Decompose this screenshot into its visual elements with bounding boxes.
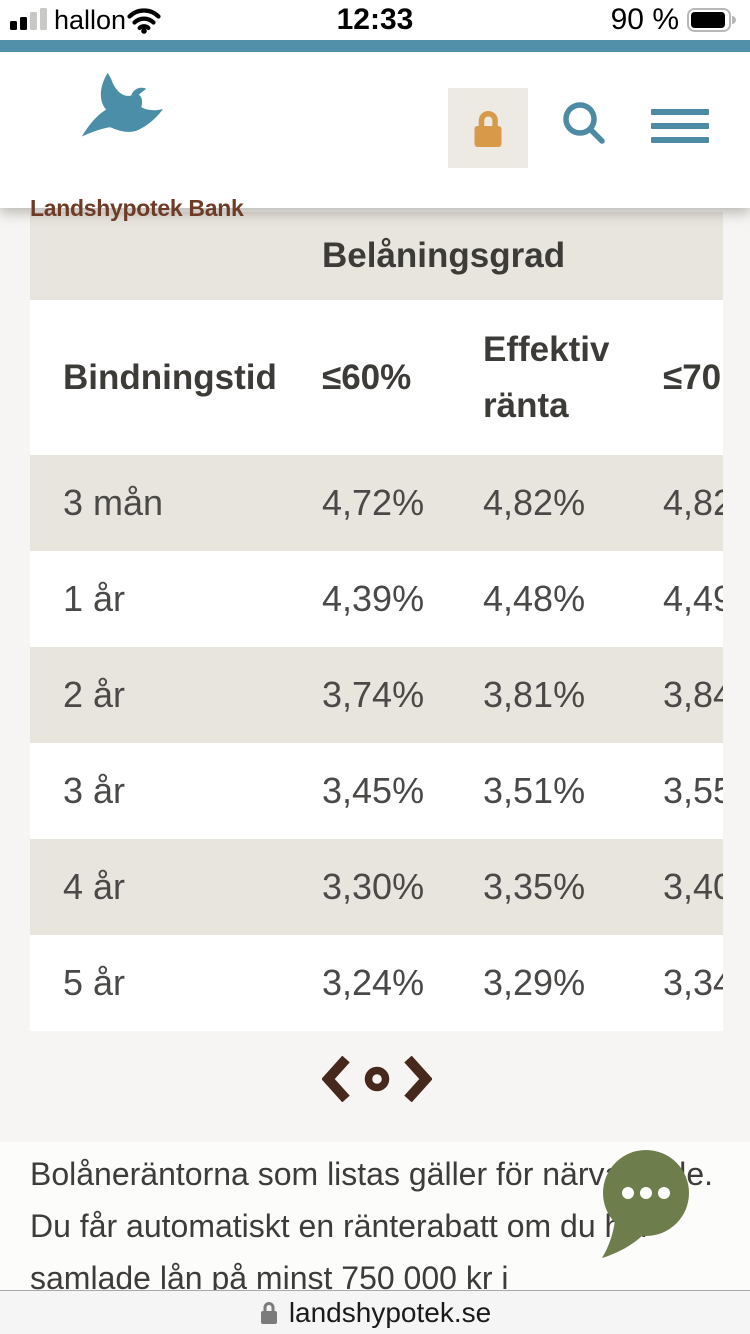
search-icon xyxy=(563,102,605,144)
wifi-icon xyxy=(127,8,161,34)
login-lock-button[interactable] xyxy=(448,88,528,168)
table-row: 3 mån 4,72% 4,82% 4,82 xyxy=(30,455,723,551)
address-bar-domain: landshypotek.se xyxy=(288,1296,492,1328)
battery-group: 90 % xyxy=(611,0,736,40)
cell-ltv60: 3,30% xyxy=(322,866,425,907)
cell-effective: 3,81% xyxy=(483,674,586,715)
page-content: Belåningsgrad Bindningstid ≤60% Effektiv… xyxy=(0,208,750,1296)
table-carousel-nav xyxy=(30,1056,723,1102)
goose-logo-icon xyxy=(81,72,164,137)
table-row: 1 år 4,39% 4,48% 4,49 xyxy=(30,551,723,647)
table-row: 5 år 3,24% 3,29% 3,34 xyxy=(30,935,723,1031)
brand-wordmark: Landshypotek Bank xyxy=(30,195,244,221)
page-accent-strip xyxy=(0,40,750,52)
cell-ltv70: 3,34 xyxy=(663,962,723,1003)
cell-ltv70: 4,49 xyxy=(663,578,723,619)
hamburger-menu-icon xyxy=(651,109,709,115)
table-row: 2 år 3,74% 3,81% 3,84 xyxy=(30,647,723,743)
secure-lock-icon xyxy=(260,1301,277,1324)
column-header-term: Bindningstid xyxy=(63,357,277,397)
brand-logo[interactable]: Landshypotek Bank xyxy=(30,62,250,221)
group-header-label: Belåningsgrad xyxy=(322,236,566,275)
chat-bubble-icon xyxy=(602,1150,689,1258)
column-header-effective: Effektiv ränta xyxy=(483,329,610,425)
status-time: 12:33 xyxy=(336,3,414,36)
cell-effective: 4,82% xyxy=(483,482,586,523)
cell-ltv60: 3,45% xyxy=(322,770,425,811)
cell-ltv60: 3,24% xyxy=(322,962,425,1003)
table-group-header-row: Belåningsgrad xyxy=(30,212,723,300)
info-paragraph: Bolåneräntorna som listas gäller för när… xyxy=(30,1156,714,1296)
column-header-ltv60: ≤60% xyxy=(322,357,412,397)
signal-bars-icon xyxy=(10,8,47,30)
cell-term: 2 år xyxy=(63,674,126,715)
carousel-prev-button[interactable] xyxy=(321,1056,350,1102)
cell-ltv70: 4,82 xyxy=(663,482,723,523)
cell-ltv70: 3,40 xyxy=(663,866,723,907)
dot-ring-icon xyxy=(364,1066,389,1092)
cell-ltv70: 3,84 xyxy=(663,674,723,715)
lock-icon xyxy=(474,110,502,147)
cell-term: 3 år xyxy=(63,770,126,811)
cell-effective: 3,51% xyxy=(483,770,586,811)
status-bar: hallon 12:33 90 % xyxy=(0,0,750,40)
battery-icon xyxy=(687,8,736,32)
cell-effective: 3,29% xyxy=(483,962,586,1003)
rates-table: Belåningsgrad Bindningstid ≤60% Effektiv… xyxy=(30,212,723,1031)
cell-ltv60: 3,74% xyxy=(322,674,425,715)
table-row: 4 år 3,30% 3,35% 3,40 xyxy=(30,839,723,935)
column-header-ltv70: ≤70 xyxy=(663,357,722,397)
search-button[interactable] xyxy=(561,100,607,146)
cell-term: 4 år xyxy=(63,866,126,907)
carrier-label: hallon xyxy=(54,5,127,35)
cell-term: 3 mån xyxy=(63,482,164,523)
chat-widget-button[interactable] xyxy=(599,1148,699,1262)
cell-term: 1 år xyxy=(63,578,126,619)
site-header: Landshypotek Bank xyxy=(0,52,750,221)
cell-ltv60: 4,72% xyxy=(322,482,425,523)
info-paragraph-band: Bolåneräntorna som listas gäller för när… xyxy=(0,1142,750,1296)
carousel-next-button[interactable] xyxy=(403,1056,432,1102)
chevron-left-icon xyxy=(321,1056,350,1102)
browser-address-bar[interactable]: landshypotek.se xyxy=(0,1290,750,1334)
chevron-right-icon xyxy=(403,1056,432,1102)
hamburger-menu-button[interactable] xyxy=(651,109,709,143)
cell-effective: 4,48% xyxy=(483,578,586,619)
table-column-header-row: Bindningstid ≤60% Effektiv ränta ≤70 xyxy=(30,300,723,455)
cell-ltv70: 3,55 xyxy=(663,770,723,811)
battery-percent-label: 90 % xyxy=(610,3,679,36)
cell-effective: 3,35% xyxy=(483,866,586,907)
carousel-dot-current[interactable] xyxy=(364,1066,390,1092)
table-row: 3 år 3,45% 3,51% 3,55 xyxy=(30,743,723,839)
cell-term: 5 år xyxy=(63,962,126,1003)
cell-ltv60: 4,39% xyxy=(322,578,425,619)
